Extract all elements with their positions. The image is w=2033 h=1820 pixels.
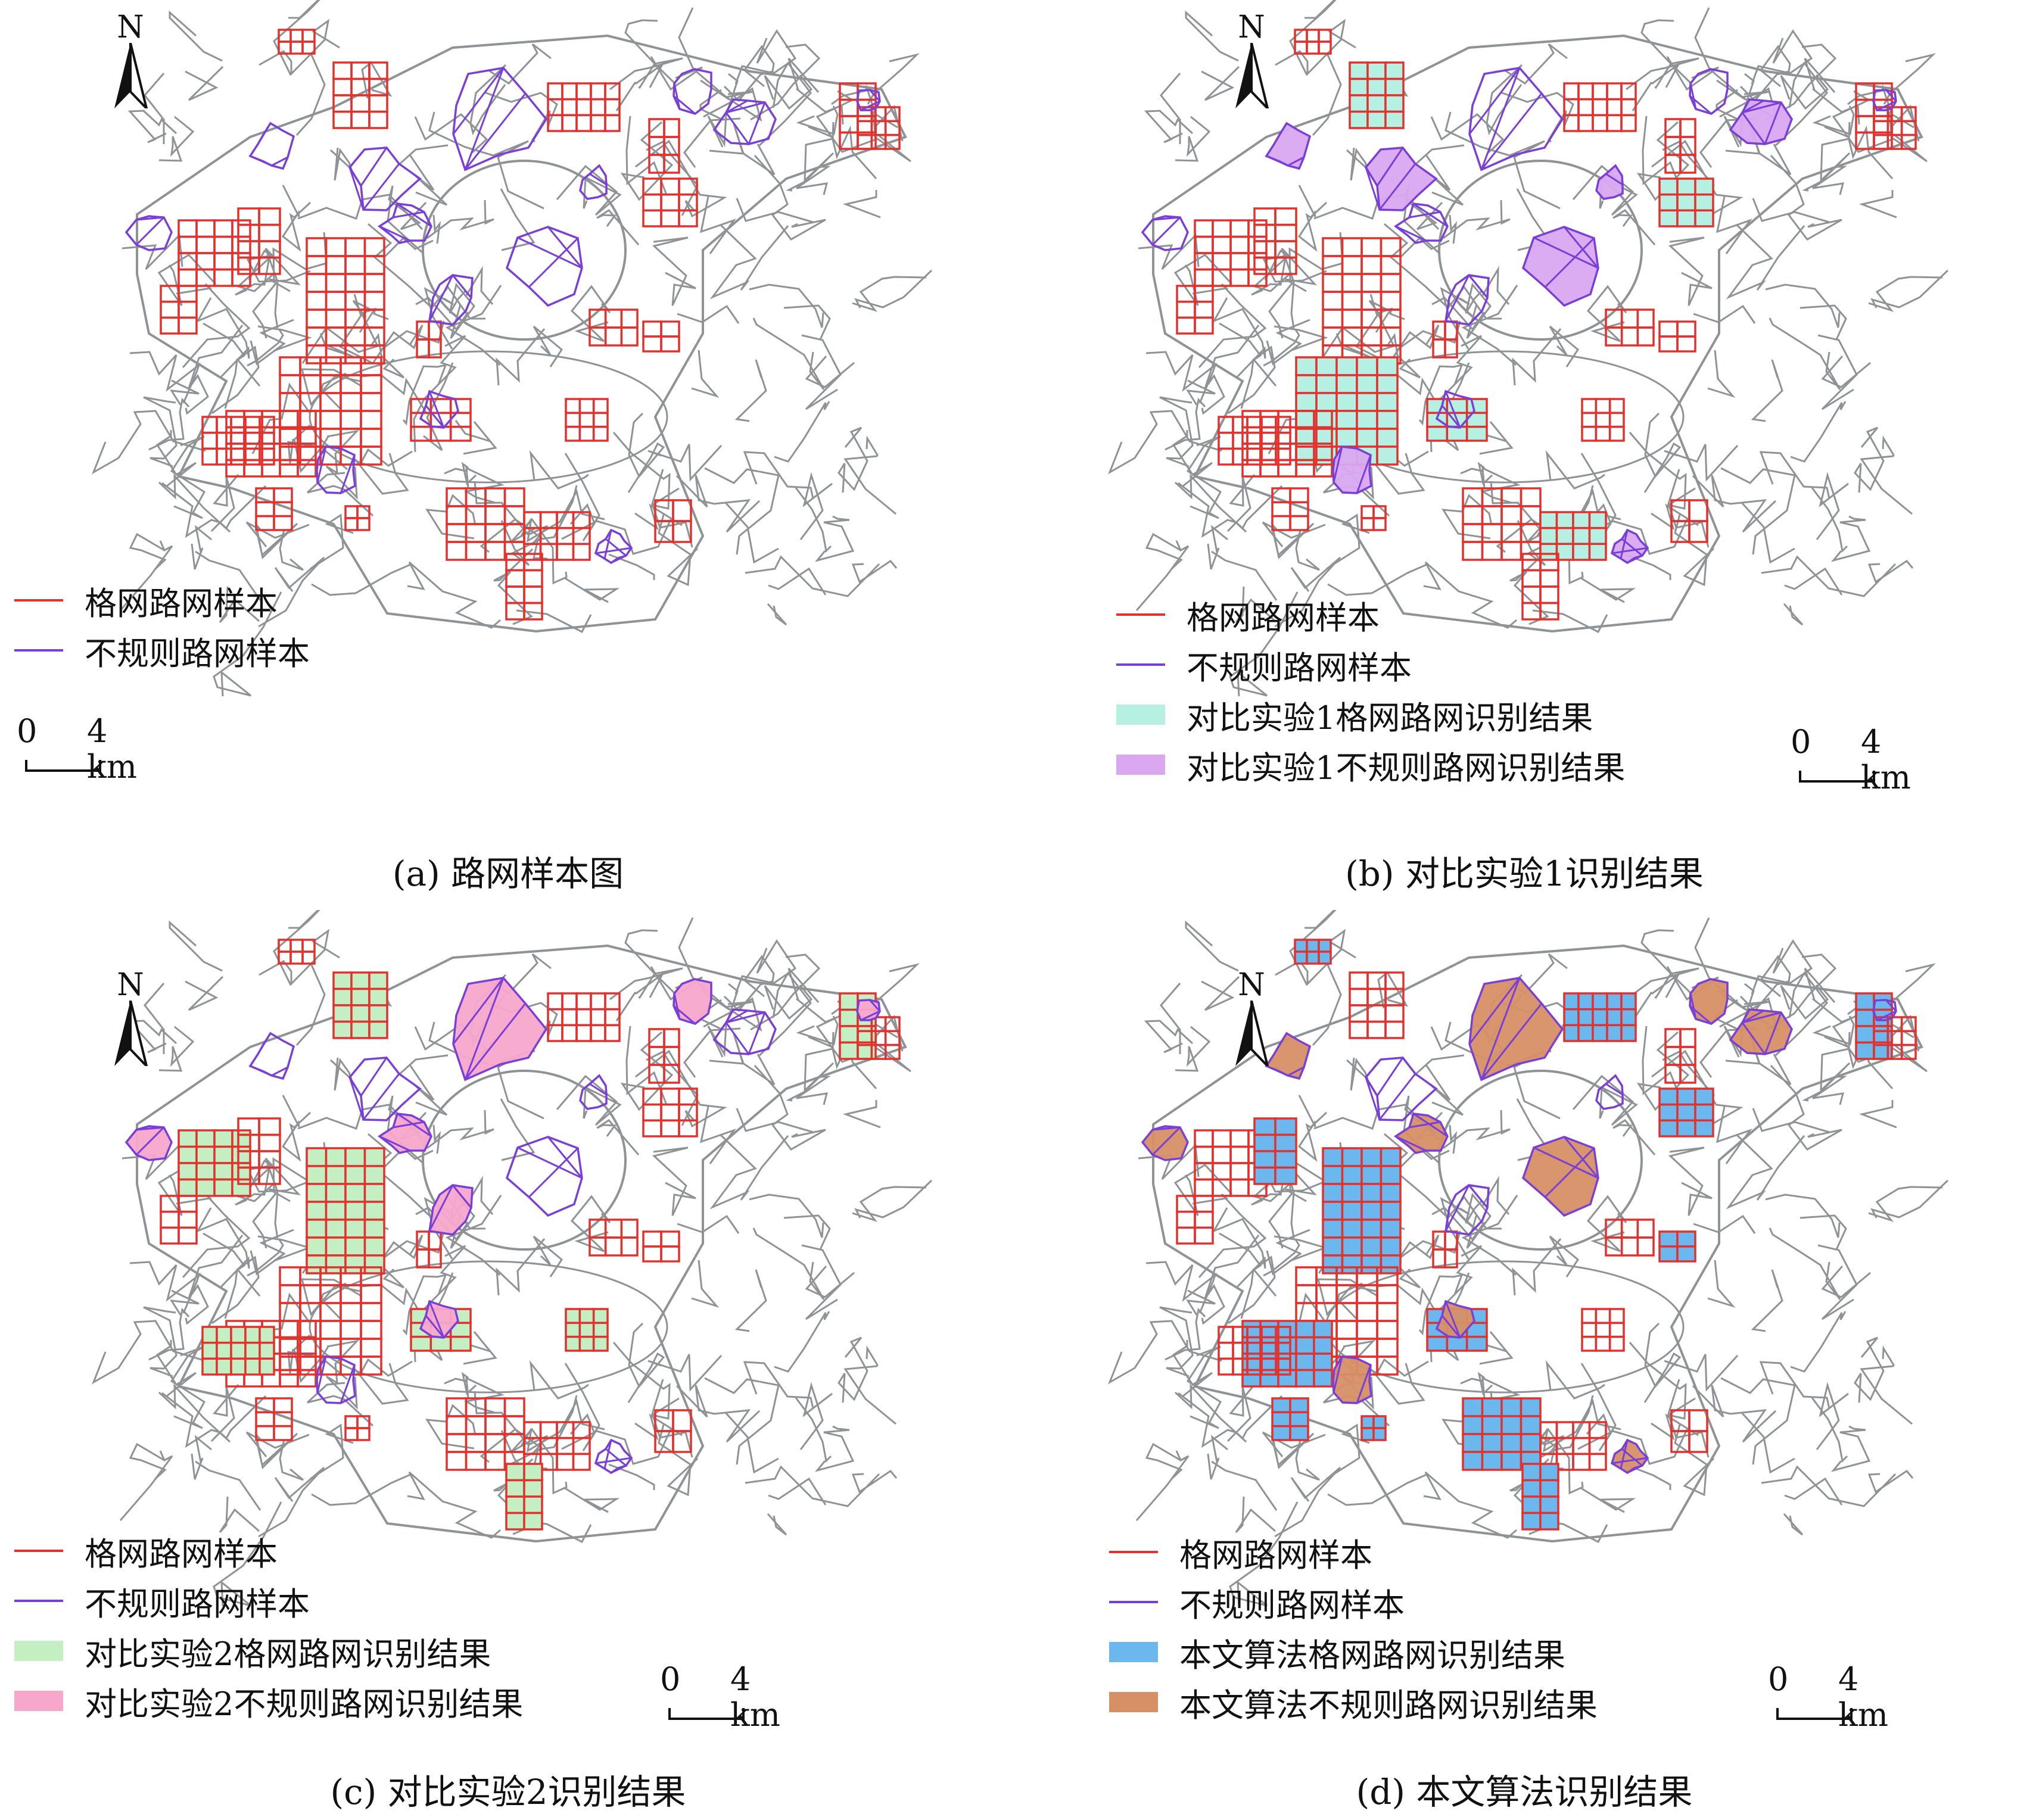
scale-start-label: 0: [1768, 1660, 1789, 1698]
panel-b: N 格网路网样本 不规则路网样本 对比实验1格网路网识别结果 对比实验1不规则路…: [1016, 0, 2032, 910]
north-label: N: [1238, 10, 1265, 45]
legend-item-irregular-sample: 不规则路网样本: [1109, 1577, 1598, 1627]
legend-item-exp1-irregular-result: 对比实验1不规则路网识别结果: [1116, 740, 1625, 790]
north-arrow-icon: [1235, 1001, 1269, 1066]
scale-bar-line: [1776, 1708, 1853, 1720]
scale-start-label: 0: [660, 1660, 681, 1698]
road-network-map-d: [1108, 910, 1949, 1607]
scale-bar-line: [25, 760, 101, 772]
legend-symbol-exp1-irregular-result: [1116, 755, 1165, 775]
legend-symbol-exp2-grid-result: [14, 1641, 63, 1661]
north-arrow: N: [104, 10, 157, 108]
legend-label-ours-irregular-result: 本文算法不规则路网识别结果: [1179, 1686, 1598, 1724]
caption-a: (a) 路网样本图: [392, 853, 624, 894]
legend-symbol-grid-sample: [14, 590, 63, 610]
scale-end-label: 4 km: [730, 1660, 780, 1734]
legend-item-exp2-irregular-result: 对比实验2不规则路网识别结果: [14, 1676, 523, 1726]
legend-label-exp1-irregular-result: 对比实验1不规则路网识别结果: [1187, 749, 1626, 787]
legend-item-grid-sample: 格网路网样本: [1116, 590, 1625, 640]
panel-d: N 格网路网样本 不规则路网样本 本文算法格网路网识别结果 本文算法不规则路网识…: [1016, 910, 2032, 1820]
panel-c: N 格网路网样本 不规则路网样本 对比实验2格网路网识别结果 对比实验2不规则路…: [0, 910, 1016, 1820]
north-arrow-icon: [1235, 43, 1269, 108]
legend-item-irregular-sample: 不规则路网样本: [14, 625, 310, 675]
legend-b: 格网路网样本 不规则路网样本 对比实验1格网路网识别结果 对比实验1不规则路网识…: [1116, 590, 1625, 790]
legend-item-irregular-sample: 不规则路网样本: [1116, 640, 1625, 690]
legend-label-ours-grid-result: 本文算法格网路网识别结果: [1179, 1636, 1565, 1674]
legend-label-exp2-irregular-result: 对比实验2不规则路网识别结果: [85, 1685, 524, 1723]
legend-item-exp1-grid-result: 对比实验1格网路网识别结果: [1116, 690, 1625, 740]
scale-start-label: 0: [1791, 723, 1811, 761]
north-arrow-icon: [114, 43, 148, 108]
legend-label-irregular-sample: 不规则路网样本: [1187, 649, 1412, 687]
legend-d: 格网路网样本 不规则路网样本 本文算法格网路网识别结果 本文算法不规则路网识别结…: [1109, 1527, 1598, 1727]
legend-symbol-exp2-irregular-result: [14, 1691, 63, 1711]
north-arrow: N: [1225, 967, 1278, 1066]
legend-label-irregular-sample: 不规则路网样本: [1179, 1586, 1405, 1624]
legend-c: 格网路网样本 不规则路网样本 对比实验2格网路网识别结果 对比实验2不规则路网识…: [14, 1526, 523, 1726]
caption-b: (b) 对比实验1识别结果: [1345, 853, 1704, 894]
legend-symbol-irregular-sample: [1116, 655, 1165, 675]
legend-label-grid-sample: 格网路网样本: [1179, 1536, 1372, 1574]
legend-item-ours-grid-result: 本文算法格网路网识别结果: [1109, 1627, 1598, 1677]
north-arrow-icon: [114, 1001, 148, 1066]
scale-end-label: 4 km: [87, 712, 137, 786]
north-arrow: N: [1225, 10, 1278, 108]
scale-bar-line: [1799, 771, 1875, 783]
caption-d: (d) 本文算法识别结果: [1356, 1772, 1693, 1812]
legend-symbol-ours-grid-result: [1109, 1642, 1158, 1662]
road-network-map-c: [92, 910, 933, 1607]
north-arrow: N: [104, 967, 157, 1066]
legend-item-grid-sample: 格网路网样本: [14, 575, 310, 625]
scale-end-label: 4 km: [1838, 1660, 1888, 1734]
north-label: N: [117, 10, 144, 45]
legend-a: 格网路网样本 不规则路网样本: [14, 575, 310, 675]
legend-label-irregular-sample: 不规则路网样本: [85, 1585, 310, 1623]
scale-bar: 0 4 km: [660, 1660, 809, 1733]
scale-start-label: 0: [17, 712, 38, 750]
legend-symbol-irregular-sample: [14, 640, 63, 660]
legend-item-grid-sample: 格网路网样本: [14, 1526, 523, 1576]
legend-symbol-grid-sample: [1109, 1542, 1158, 1562]
legend-item-exp2-grid-result: 对比实验2格网路网识别结果: [14, 1626, 523, 1676]
legend-symbol-exp1-grid-result: [1116, 705, 1165, 725]
legend-item-grid-sample: 格网路网样本: [1109, 1527, 1598, 1577]
panel-a: N 格网路网样本 不规则路网样本 0 4 km (a) 路网样本图: [0, 0, 1016, 910]
legend-symbol-ours-irregular-result: [1109, 1692, 1158, 1712]
legend-symbol-irregular-sample: [14, 1591, 63, 1611]
legend-symbol-grid-sample: [1116, 604, 1165, 625]
caption-c: (c) 对比实验2识别结果: [330, 1772, 686, 1812]
north-label: N: [117, 967, 144, 1003]
scale-bar-line: [668, 1708, 745, 1720]
legend-label-grid-sample: 格网路网样本: [1187, 599, 1380, 637]
scale-bar: 0 4 km: [1791, 723, 1939, 796]
scale-end-label: 4 km: [1861, 723, 1911, 796]
road-network-map-b: [1108, 0, 1949, 697]
legend-item-ours-irregular-result: 本文算法不规则路网识别结果: [1109, 1677, 1598, 1727]
legend-label-grid-sample: 格网路网样本: [85, 584, 278, 622]
legend-symbol-irregular-sample: [1109, 1592, 1158, 1612]
road-network-map-a: [92, 0, 933, 697]
legend-item-irregular-sample: 不规则路网样本: [14, 1576, 523, 1626]
legend-label-grid-sample: 格网路网样本: [85, 1535, 278, 1573]
legend-label-exp1-grid-result: 对比实验1格网路网识别结果: [1187, 699, 1593, 737]
legend-label-exp2-grid-result: 对比实验2格网路网识别结果: [85, 1635, 491, 1673]
scale-bar: 0 4 km: [17, 712, 166, 785]
north-label: N: [1238, 967, 1265, 1003]
scale-bar: 0 4 km: [1768, 1660, 1917, 1733]
legend-symbol-grid-sample: [14, 1541, 63, 1561]
legend-label-irregular-sample: 不规则路网样本: [85, 634, 310, 672]
